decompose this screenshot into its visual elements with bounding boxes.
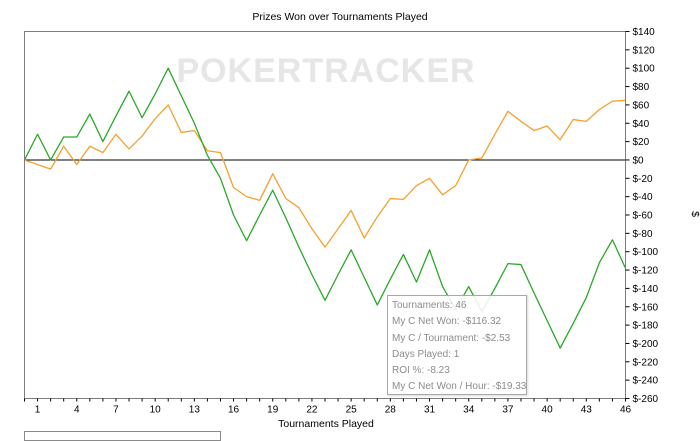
- series-line-1: [24, 99, 626, 248]
- x-axis-label: Tournaments Played: [278, 418, 374, 430]
- series-layer: [23, 67, 627, 349]
- x-tick-label: 22: [306, 405, 318, 416]
- y-tick-label: $-120: [633, 266, 659, 277]
- data-tooltip: Tournaments: 46 My C Net Won: -$116.32 M…: [387, 295, 527, 395]
- chart-legend: [24, 431, 221, 441]
- chart-title: Prizes Won over Tournaments Played: [252, 11, 427, 23]
- y-tick-label: $-60: [633, 211, 653, 222]
- y-tick-label: $-20: [633, 174, 653, 185]
- x-tick-label: 43: [581, 405, 593, 416]
- y-tick-label: $-160: [633, 302, 659, 313]
- y-tick-label: $-100: [633, 247, 659, 258]
- x-tick-label: 16: [228, 405, 240, 416]
- y-tick-label: $100: [633, 64, 656, 75]
- x-tick-label: 46: [620, 405, 632, 416]
- y-tick-label: $0: [633, 155, 645, 166]
- x-tick-label: 10: [150, 405, 162, 416]
- pokertracker-watermark: POKERTRACKER: [176, 52, 475, 90]
- x-tick-label: 34: [463, 405, 475, 416]
- x-tick-label: 19: [267, 405, 279, 416]
- x-tick-label: 40: [542, 405, 554, 416]
- y-tick-label: $-40: [633, 192, 653, 203]
- y-tick-label: $-180: [633, 321, 659, 332]
- y-tick-label: $-200: [633, 339, 659, 350]
- x-tick-label: 28: [385, 405, 397, 416]
- y-axis-label: $: [689, 211, 700, 217]
- tooltip-net-won-per-hour: My C Net Won / Hour: -$19.33: [392, 381, 527, 393]
- x-tick-label: 37: [502, 405, 514, 416]
- y-tick-label: $40: [633, 119, 650, 130]
- tooltip-net-won: My C Net Won: -$116.32: [392, 316, 502, 328]
- y-tick-label: $-80: [633, 229, 653, 240]
- tooltip-per-tournament: My C / Tournament: -$2.53: [392, 332, 511, 344]
- y-tick-label: $80: [633, 82, 650, 93]
- x-tick-label: 4: [74, 405, 80, 416]
- x-tick-label: 25: [346, 405, 358, 416]
- y-tick-label: $20: [633, 137, 650, 148]
- tooltip-tournaments: Tournaments: 46: [392, 300, 467, 311]
- x-tick-label: 7: [113, 405, 119, 416]
- y-tick-label: $-220: [633, 357, 659, 368]
- y-tick-label: $120: [633, 45, 656, 56]
- y-tick-label: $-240: [633, 376, 659, 387]
- y-tick-label: $60: [633, 100, 650, 111]
- x-tick-label: 13: [189, 405, 201, 416]
- y-tick-label: $-260: [633, 394, 659, 405]
- tooltip-days-played: Days Played: 1: [392, 348, 460, 360]
- series-line-2: [23, 67, 627, 349]
- x-tick-label: 31: [424, 405, 436, 416]
- y-tick-label: $-140: [633, 284, 659, 295]
- x-tick-label: 1: [35, 405, 41, 416]
- y-tick-label: $140: [633, 27, 656, 38]
- axes-layer: $140 $120 $100 $80 $60 $40 $20 $0 $-20 $-40 $-60 $-…: [24, 27, 659, 416]
- tooltip-roi: ROI %: -8.23: [392, 365, 450, 377]
